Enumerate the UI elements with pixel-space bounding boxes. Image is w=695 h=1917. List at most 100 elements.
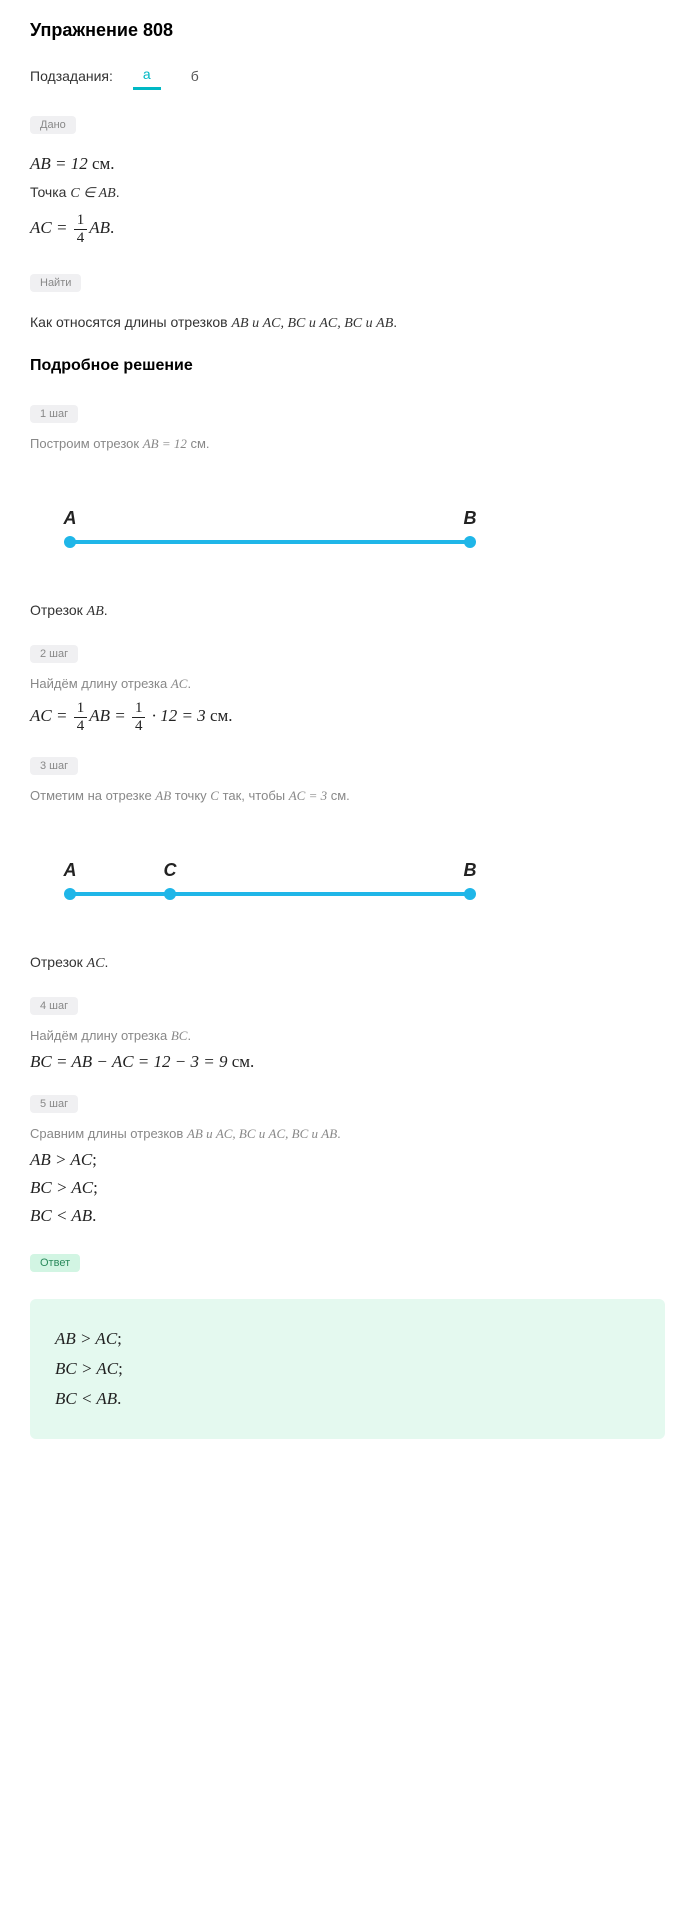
given-ab-unit: см.	[88, 154, 115, 173]
exercise-title: Упражнение 808	[30, 20, 665, 41]
step2-text: Найдём длину отрезка AC.	[30, 676, 665, 692]
svg-text:B: B	[464, 860, 477, 880]
step1-badge: 1 шаг	[30, 405, 78, 423]
given-c-post: .	[116, 184, 120, 200]
ans1: AB > AC;	[55, 1329, 640, 1349]
find-math: AB и AC, BC и AC, BC и AB	[231, 316, 393, 331]
step1-unit: см.	[187, 436, 210, 451]
segment-ab-svg: AB	[30, 492, 510, 572]
solution-heading: Подробное решение	[30, 357, 665, 375]
given-ab-math: AB = 12	[30, 154, 88, 173]
svg-text:A: A	[63, 508, 77, 528]
given-ac-rhs: AB	[89, 218, 110, 237]
step2-unit: см.	[206, 706, 233, 725]
step2-badge: 2 шаг	[30, 645, 78, 663]
step5-math: AB и AC, BC и AC, BC и AB	[187, 1126, 337, 1141]
step2-math: AC	[171, 676, 188, 691]
ans2: BC > AC;	[55, 1359, 640, 1379]
step5-post: .	[337, 1126, 341, 1141]
given-c-pre: Точка	[30, 184, 70, 200]
step3-mid2: так, чтобы	[219, 788, 289, 803]
step1-cap-post: .	[104, 602, 108, 618]
given-ab: AB = 12 см.	[30, 154, 665, 174]
step4-eq: BC = AB − AC = 12 − 3 = 9 см.	[30, 1052, 665, 1072]
step3-cap-post: .	[105, 954, 109, 970]
step2-frac1: 14	[74, 700, 88, 734]
segment-abc-svg: ACB	[30, 844, 510, 924]
badge-find: Найти	[30, 274, 81, 292]
cmp1-math: AB > AC	[30, 1150, 92, 1169]
ans2-math: BC > AC	[55, 1359, 118, 1378]
find-post: .	[393, 314, 397, 330]
answer-box: AB > AC; BC > AC; BC < AB.	[30, 1299, 665, 1439]
cmp3: BC < AB.	[30, 1206, 665, 1226]
step2-f2n: 1	[132, 700, 146, 718]
step1-pre: Построим отрезок	[30, 436, 143, 451]
step4-post: .	[187, 1028, 191, 1043]
step3-m3: AC = 3	[289, 788, 327, 803]
step5-text: Сравним длины отрезков AB и AC, BC и AC,…	[30, 1126, 665, 1142]
step5-pre: Сравним длины отрезков	[30, 1126, 187, 1141]
tab-b[interactable]: б	[181, 63, 209, 89]
step1-cap-math: AB	[87, 604, 104, 619]
find-pre: Как относятся длины отрезков	[30, 314, 231, 330]
step4-pre: Найдём длину отрезка	[30, 1028, 171, 1043]
step5-badge: 5 шаг	[30, 1095, 78, 1113]
svg-text:C: C	[164, 860, 178, 880]
find-text: Как относятся длины отрезков AB и AC, BC…	[30, 314, 665, 332]
step3-text: Отметим на отрезке AB точку C так, чтобы…	[30, 788, 665, 804]
step3-m1: AB	[155, 788, 171, 803]
step1-cap-pre: Отрезок	[30, 602, 87, 618]
given-ac-lhs: AC =	[30, 218, 72, 237]
step2-pre: Найдём длину отрезка	[30, 676, 171, 691]
diagram-ab: AB	[30, 492, 665, 572]
given-c-math: C ∈ AB	[70, 186, 115, 201]
step2-mid1: AB =	[89, 706, 130, 725]
step3-caption: Отрезок AC.	[30, 954, 665, 972]
cmp2: BC > AC;	[30, 1178, 665, 1198]
step3-m2: C	[210, 788, 219, 803]
step4-text: Найдём длину отрезка BC.	[30, 1028, 665, 1044]
step4-eq-unit: см.	[227, 1052, 254, 1071]
tab-a[interactable]: а	[133, 61, 161, 90]
cmp1: AB > AC;	[30, 1150, 665, 1170]
ans3-math: BC < AB	[55, 1389, 117, 1408]
step2-eq: AC = 14AB = 14 · 12 = 3 см.	[30, 700, 665, 734]
frac-den: 4	[74, 230, 88, 247]
step4-eq-math: BC = AB − AC = 12 − 3 = 9	[30, 1052, 227, 1071]
cmp3-math: BC < AB	[30, 1206, 92, 1225]
ans3: BC < AB.	[55, 1389, 640, 1409]
step3-mid: точку	[171, 788, 210, 803]
frac-num: 1	[74, 212, 88, 230]
step3-pre: Отметим на отрезке	[30, 788, 155, 803]
step2-post: .	[187, 676, 191, 691]
given-ac: AC = 14AB.	[30, 212, 665, 246]
given-ac-post: .	[110, 218, 114, 237]
step2-mid2: · 12 = 3	[147, 706, 205, 725]
step2-lhs: AC =	[30, 706, 72, 725]
step3-unit: см.	[327, 788, 350, 803]
cmp2-math: BC > AC	[30, 1178, 93, 1197]
subtabs-label: Подзадания:	[30, 68, 113, 84]
step1-caption: Отрезок AB.	[30, 602, 665, 620]
frac-1-4: 14	[74, 212, 88, 246]
step1-math: AB = 12	[143, 436, 187, 451]
svg-text:A: A	[63, 860, 77, 880]
step4-badge: 4 шаг	[30, 997, 78, 1015]
subtabs-row: Подзадания: а б	[30, 61, 665, 90]
step3-cap-math: AC	[87, 956, 105, 971]
ans1-math: AB > AC	[55, 1329, 117, 1348]
badge-answer: Ответ	[30, 1254, 80, 1272]
step3-badge: 3 шаг	[30, 757, 78, 775]
badge-given: Дано	[30, 116, 76, 134]
diagram-abc: ACB	[30, 844, 665, 924]
step1-text: Построим отрезок AB = 12 см.	[30, 436, 665, 452]
step2-f1n: 1	[74, 700, 88, 718]
step4-math: BC	[171, 1028, 188, 1043]
given-point-c: Точка C ∈ AB.	[30, 184, 665, 202]
step3-cap-pre: Отрезок	[30, 954, 87, 970]
step2-f2d: 4	[132, 718, 146, 735]
step2-frac2: 14	[132, 700, 146, 734]
svg-text:B: B	[464, 508, 477, 528]
step2-f1d: 4	[74, 718, 88, 735]
